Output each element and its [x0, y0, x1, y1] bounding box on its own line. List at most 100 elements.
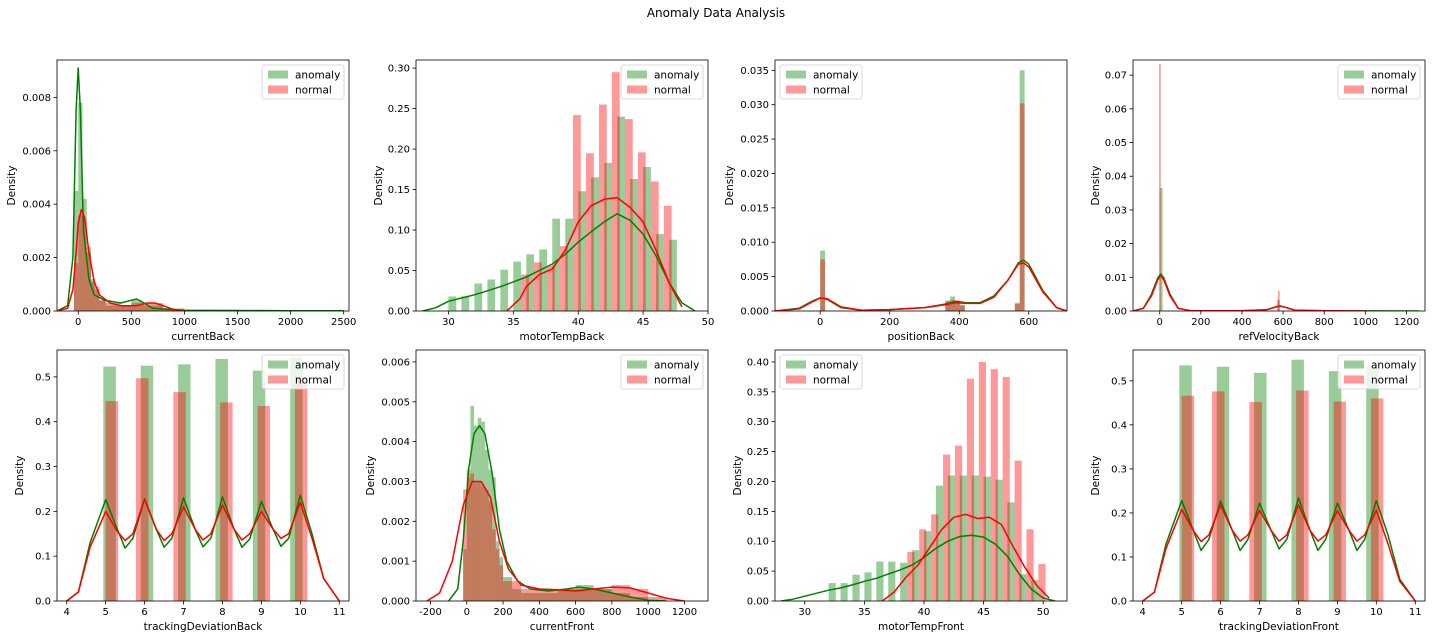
normal-bar — [966, 378, 975, 601]
x-tick-label: 0 — [464, 607, 470, 618]
x-tick-label: 40 — [918, 607, 931, 618]
legend: anomaly normal — [261, 64, 345, 100]
legend: anomaly normal — [620, 354, 704, 390]
x-tick-label: 7 — [180, 607, 186, 618]
y-tick-label: 0.1 — [1111, 552, 1127, 563]
anomaly-bar — [593, 589, 612, 601]
x-axis-label: motorTempFront — [878, 621, 964, 633]
anomaly-bar — [488, 469, 493, 601]
anomaly-bar — [1159, 188, 1163, 311]
normal-bar — [495, 549, 500, 601]
y-axis-label: Density — [1090, 166, 1102, 206]
x-tick-label: 45 — [637, 317, 650, 328]
anomaly-bar — [959, 475, 967, 601]
x-tick-label: 45 — [977, 607, 990, 618]
plot-area — [422, 72, 696, 311]
anomaly-bar — [463, 549, 467, 601]
normal-bar — [120, 305, 132, 311]
legend: anomaly normal — [261, 354, 345, 390]
normal-bar — [294, 376, 308, 601]
y-tick-label: 0.05 — [747, 567, 769, 578]
anomaly-bar — [876, 561, 884, 601]
y-tick-label: 0.0 — [1111, 597, 1127, 608]
legend-box — [1337, 354, 1421, 390]
legend-swatch-normal — [1344, 375, 1364, 384]
normal-kde-line — [506, 196, 683, 311]
x-tick-label: 50 — [1037, 607, 1050, 618]
normal-bar — [105, 302, 121, 311]
anomaly-bar — [1216, 366, 1230, 601]
normal-bar — [1277, 290, 1280, 311]
normal-bar — [1159, 64, 1161, 311]
anomaly-bar — [105, 305, 121, 311]
anomaly-kde-line — [57, 67, 344, 311]
anomaly-bar — [495, 541, 500, 601]
anomaly-bar — [513, 261, 522, 311]
anomaly-bar — [971, 475, 979, 601]
legend-label-normal: normal — [813, 375, 850, 387]
anomaly-bar — [103, 366, 116, 601]
normal-bar — [90, 281, 96, 311]
normal-bar — [474, 481, 478, 601]
legend-swatch-anomaly — [627, 70, 647, 79]
normal-bar — [663, 205, 672, 311]
normal-bar — [481, 485, 485, 601]
legend-label-normal: normal — [654, 85, 691, 97]
anomaly-bar — [500, 269, 509, 311]
anomaly-bar — [484, 449, 489, 601]
y-tick-label: 0.030 — [740, 100, 769, 111]
x-tick-label: 50 — [702, 317, 715, 328]
legend-box — [261, 64, 345, 100]
normal-bar — [86, 252, 91, 311]
anomaly-bar — [512, 589, 522, 601]
anomaly-bar — [499, 557, 504, 601]
y-tick-label: 0.20 — [388, 145, 410, 156]
x-tick-label: 7 — [1256, 607, 1262, 618]
y-tick-label: 0.01 — [1105, 273, 1127, 284]
anomaly-bar — [140, 365, 154, 601]
x-tick-label: 40 — [572, 317, 585, 328]
normal-bar — [499, 565, 504, 601]
legend: anomaly normal — [620, 64, 704, 100]
y-tick-label: 0.10 — [388, 226, 410, 237]
axes-frame — [56, 59, 350, 312]
x-axis-label: trackingDeviationBack — [144, 621, 264, 633]
anomaly-bar — [557, 589, 576, 601]
y-tick-label: 0.02 — [1105, 239, 1127, 250]
legend-label-anomaly: anomaly — [1371, 360, 1416, 372]
anomaly-bar — [477, 417, 482, 601]
anomaly-bar — [828, 583, 836, 601]
x-axis-label: motorTempBack — [520, 331, 606, 343]
anomaly-bar — [215, 358, 228, 601]
normal-bar — [560, 246, 568, 311]
y-tick-label: 0.004 — [22, 200, 51, 211]
normal-bar — [611, 72, 620, 311]
y-tick-label: 0.015 — [740, 203, 769, 214]
y-axis-label: Density — [14, 456, 26, 496]
anomaly-bar — [1254, 372, 1267, 601]
axes-frame — [774, 59, 1068, 312]
x-tick-label: 30 — [798, 607, 811, 618]
anomaly-bar — [521, 593, 540, 601]
anomaly-bar — [539, 593, 558, 601]
x-tick-label: 8 — [1295, 607, 1301, 618]
normal-kde-line — [1142, 504, 1416, 601]
legend-label-anomaly: anomaly — [813, 70, 858, 82]
legend-swatch-normal — [268, 375, 288, 384]
y-tick-label: 0.002 — [22, 253, 51, 264]
legend-swatch-normal — [786, 85, 806, 94]
y-tick-label: 0.5 — [35, 372, 51, 383]
normal-bar — [931, 514, 939, 601]
x-tick-label: 1200 — [1394, 317, 1419, 328]
normal-bar — [598, 104, 607, 311]
x-tick-label: 6 — [141, 607, 147, 618]
axes-frame — [56, 349, 350, 602]
anomaly-bar — [643, 166, 651, 311]
y-axis-label: Density — [724, 166, 736, 206]
x-tick-label: 600 — [1274, 317, 1293, 328]
anomaly-bar — [90, 278, 96, 311]
x-tick-label: 1500 — [225, 317, 250, 328]
normal-bar — [907, 551, 915, 601]
legend-label-normal: normal — [295, 375, 332, 387]
y-tick-label: 0.020 — [740, 169, 769, 180]
